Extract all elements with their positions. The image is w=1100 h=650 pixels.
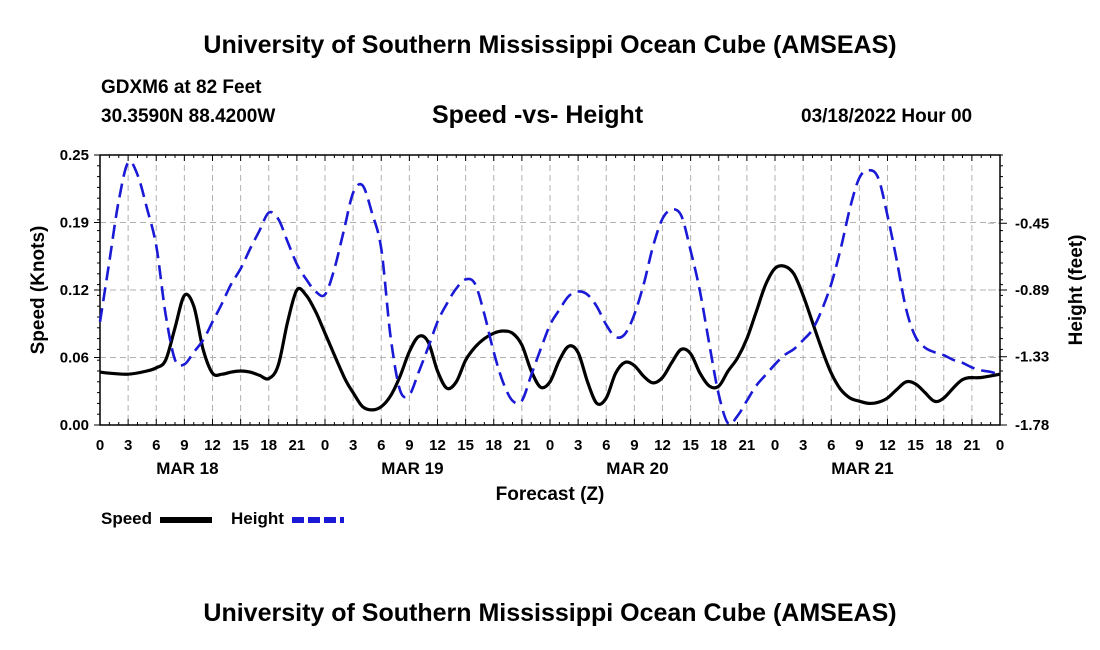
y-tick-label: 0.00 (60, 417, 89, 434)
y2-axis-title: Height (feet) (1066, 235, 1087, 346)
x-tick-label: 6 (152, 437, 160, 454)
station-label: GDXM6 at 82 Feet (101, 77, 262, 98)
legend-height-label: Height (231, 509, 284, 528)
x-tick-label: 9 (180, 437, 188, 454)
y2-tick-label: -0.45 (1015, 215, 1049, 232)
x-tick-label: 9 (630, 437, 638, 454)
x-tick-label: 6 (827, 437, 835, 454)
x-tick-label: 21 (289, 437, 306, 454)
x-tick-label: 6 (602, 437, 610, 454)
x-tick-label: 12 (879, 437, 896, 454)
x-tick-label: 3 (799, 437, 807, 454)
x-tick-label: 15 (907, 437, 924, 454)
x-tick-label: 0 (546, 437, 554, 454)
y2-tick-label: -1.33 (1015, 349, 1049, 366)
x-tick-label: 21 (964, 437, 981, 454)
x-tick-label: 18 (935, 437, 952, 454)
x-tick-label: 9 (405, 437, 413, 454)
x-tick-label: 21 (739, 437, 756, 454)
chart-subtitle: Speed -vs- Height (432, 101, 644, 129)
plot-frame (99, 154, 1001, 426)
x-tick-label: 6 (377, 437, 385, 454)
x-tick-label: 3 (349, 437, 357, 454)
date-label: MAR 19 (381, 459, 443, 478)
x-tick-label: 3 (574, 437, 582, 454)
x-tick-label: 21 (514, 437, 531, 454)
x-tick-label: 12 (429, 437, 446, 454)
forecast-datetime: 03/18/2022 Hour 00 (801, 106, 973, 127)
x-tick-label: 18 (485, 437, 502, 454)
y2-tick-label: -1.78 (1015, 417, 1049, 434)
x-tick-label: 3 (124, 437, 132, 454)
y-axis-title: Speed (Knots) (28, 226, 49, 355)
date-label: MAR 20 (606, 459, 668, 478)
x-tick-label: 12 (654, 437, 671, 454)
y-tick-label: 0.06 (60, 350, 89, 367)
y2-tick-label: -0.89 (1015, 282, 1049, 299)
y-tick-label: 0.19 (60, 215, 89, 232)
y-tick-label: 0.12 (60, 282, 89, 299)
legend-speed-swatch (160, 517, 212, 523)
date-label: MAR 18 (156, 459, 218, 478)
x-tick-label: 15 (457, 437, 474, 454)
footer-title: University of Southern Mississippi Ocean… (203, 599, 897, 627)
x-tick-label: 0 (96, 437, 104, 454)
x-tick-label: 0 (996, 437, 1004, 454)
x-tick-label: 15 (232, 437, 249, 454)
height-series-line (98, 160, 1001, 426)
x-tick-label: 18 (710, 437, 727, 454)
coordinates-label: 30.3590N 88.4200W (101, 106, 276, 127)
x-tick-label: 9 (855, 437, 863, 454)
x-tick-label: 18 (260, 437, 277, 454)
x-tick-label: 0 (771, 437, 779, 454)
chart-title: University of Southern Mississippi Ocean… (203, 31, 897, 59)
x-tick-label: 15 (682, 437, 699, 454)
y-tick-label: 0.25 (60, 147, 89, 164)
legend-height-swatch (292, 517, 344, 523)
x-axis-title: Forecast (Z) (496, 484, 605, 505)
x-tick-label: 12 (204, 437, 221, 454)
speed-series-line (99, 264, 1001, 412)
date-label: MAR 21 (831, 459, 893, 478)
legend-speed-label: Speed (101, 509, 153, 528)
x-tick-label: 0 (321, 437, 329, 454)
